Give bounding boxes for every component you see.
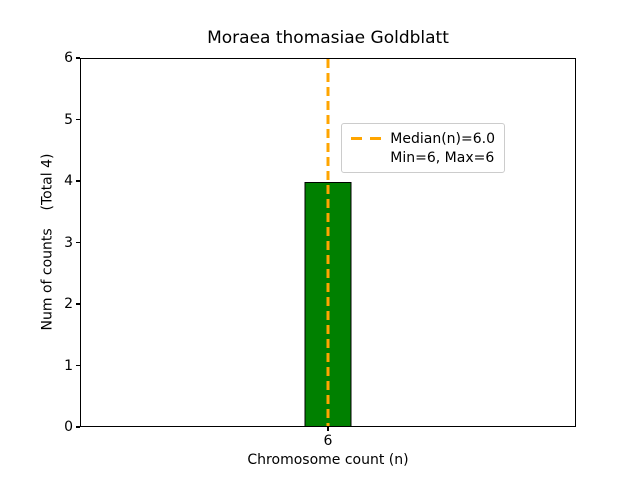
y-tick-mark bbox=[76, 303, 80, 305]
y-tick-label: 0 bbox=[64, 419, 73, 435]
legend-entry-median: Median(n)=6.0 bbox=[351, 129, 495, 148]
y-tick-mark bbox=[76, 364, 80, 367]
x-axis-tick-label: 6 bbox=[323, 433, 333, 449]
y-tick-label: 3 bbox=[64, 234, 73, 251]
y-tick-label: 5 bbox=[64, 111, 73, 128]
y-tick-label: 1 bbox=[64, 357, 73, 374]
x-axis-label: Chromosome count (n) bbox=[247, 452, 409, 468]
legend-marker-spacer bbox=[351, 156, 381, 159]
dashed-line-icon bbox=[351, 137, 382, 140]
legend-label-median: Median(n)=6.0 bbox=[390, 130, 495, 147]
y-tick-mark bbox=[76, 118, 80, 121]
y-tick-label: 4 bbox=[64, 173, 73, 189]
y-tick-mark bbox=[76, 426, 80, 428]
y-tick-mark bbox=[76, 57, 80, 59]
y-tick-mark bbox=[76, 241, 80, 244]
legend-label-minmax: Min=6, Max=6 bbox=[390, 149, 495, 166]
chart-title: Moraea thomasiae Goldblatt bbox=[207, 28, 449, 48]
y-tick-mark bbox=[76, 180, 80, 182]
y-axis-tick-marks bbox=[76, 57, 80, 428]
median-line bbox=[326, 59, 330, 426]
x-axis-tick-mark bbox=[327, 427, 329, 431]
plot-area: Median(n)=6.0 Min=6, Max=6 bbox=[80, 58, 576, 427]
y-axis-tick-labels: 0 1 2 3 4 5 6 bbox=[0, 51, 73, 434]
legend-entry-minmax: Min=6, Max=6 bbox=[351, 148, 495, 167]
y-tick-label: 6 bbox=[64, 50, 73, 66]
y-tick-label: 2 bbox=[64, 296, 73, 312]
legend: Median(n)=6.0 Min=6, Max=6 bbox=[341, 123, 505, 173]
